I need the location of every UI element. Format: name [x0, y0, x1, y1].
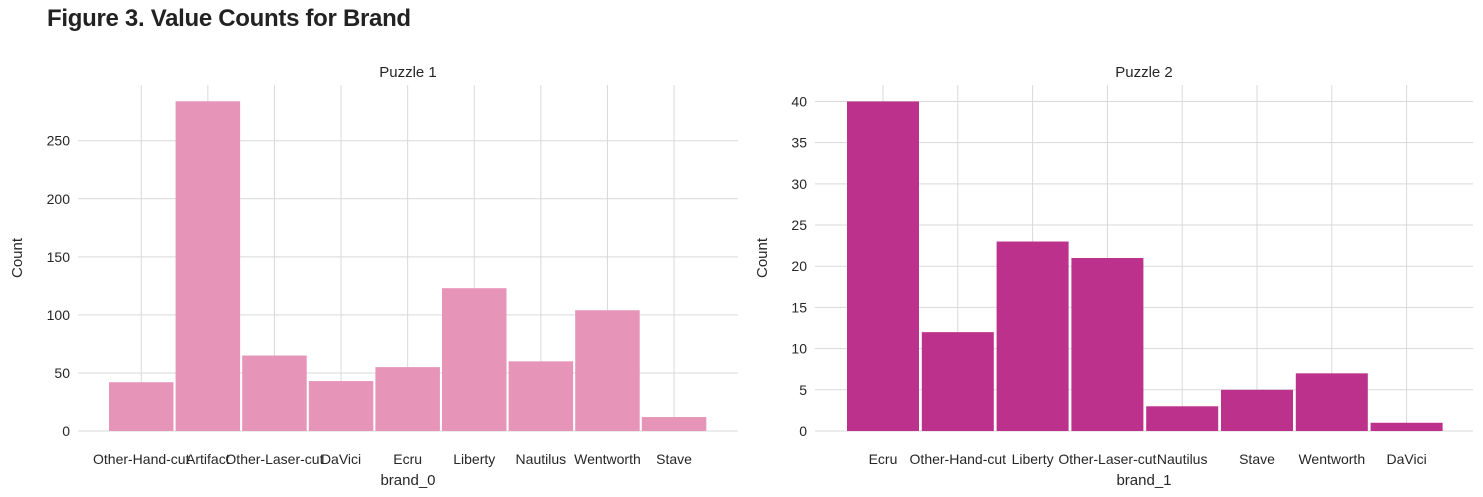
p2-xtick-label: DaVici: [1386, 451, 1426, 467]
p1-ytick-label: 200: [47, 191, 71, 207]
p2-ytick-label: 35: [791, 135, 807, 151]
p2-bar: [996, 241, 1069, 431]
p1-ytick-label: 50: [54, 365, 70, 381]
p2-ylabel: Count: [754, 237, 771, 278]
p1-ytick-label: 0: [62, 423, 70, 439]
p2-bar: [847, 101, 919, 431]
p1-xtick-label: Nautilus: [516, 451, 567, 467]
p2-bar: [1071, 258, 1144, 431]
p2-bar: [1221, 389, 1293, 431]
p1-ytick-label: 100: [47, 307, 71, 323]
p2-ytick-label: 15: [791, 299, 807, 315]
p1-xtick-label: Artifact: [186, 451, 230, 467]
p1-xtick-label: Stave: [656, 451, 692, 467]
p1-bar: [175, 101, 241, 431]
p2-xtick-label: Nautilus: [1157, 451, 1208, 467]
p2-xtick-label: Other-Laser-cut: [1058, 451, 1156, 467]
p1-ytick-label: 250: [47, 133, 71, 149]
p1-bar: [375, 367, 440, 431]
p2-xtick-label: Liberty: [1012, 451, 1054, 467]
p2-xlabel: brand_1: [1116, 472, 1171, 489]
p2-ytick-label: 5: [799, 382, 807, 398]
p2-xtick-label: Wentworth: [1298, 451, 1365, 467]
p2-ytick-label: 0: [799, 423, 807, 439]
p2-xtick-label: Other-Hand-cut: [910, 451, 1007, 467]
p1-xtick-label: Ecru: [393, 451, 422, 467]
p2-ytick-label: 10: [791, 341, 807, 357]
p1-bar: [508, 361, 574, 431]
p1-xtick-label: Liberty: [453, 451, 495, 467]
p2-bar: [1295, 373, 1368, 431]
p1-title: Puzzle 1: [379, 64, 437, 81]
p1-ytick-label: 150: [47, 249, 71, 265]
p2-bar: [1146, 406, 1219, 431]
p2-ytick-label: 25: [791, 217, 807, 233]
p1-bar: [109, 382, 174, 431]
p1-bar: [641, 417, 707, 431]
p2-ytick-label: 30: [791, 176, 807, 192]
p2-xtick-label: Stave: [1239, 451, 1275, 467]
p1-xlabel: brand_0: [380, 472, 435, 489]
p1-xtick-label: DaVici: [321, 451, 361, 467]
p1-bar: [442, 288, 507, 431]
p2-xtick-label: Ecru: [869, 451, 898, 467]
p2-title: Puzzle 2: [1115, 64, 1173, 81]
figure-title: Figure 3. Value Counts for Brand: [47, 5, 411, 32]
p2-bar: [921, 332, 994, 431]
p1-bar: [242, 355, 307, 431]
p1-bar: [575, 310, 640, 431]
p1-xtick-label: Wentworth: [574, 451, 641, 467]
p1-ylabel: Count: [9, 237, 26, 278]
p2-bar: [1370, 422, 1443, 431]
p1-xtick-label: Other-Laser-cut: [225, 451, 323, 467]
p2-ytick-label: 40: [791, 93, 807, 109]
p1-xtick-label: Other-Hand-cut: [93, 451, 190, 467]
p2-ytick-label: 20: [791, 258, 807, 274]
p1-bar: [308, 381, 374, 431]
